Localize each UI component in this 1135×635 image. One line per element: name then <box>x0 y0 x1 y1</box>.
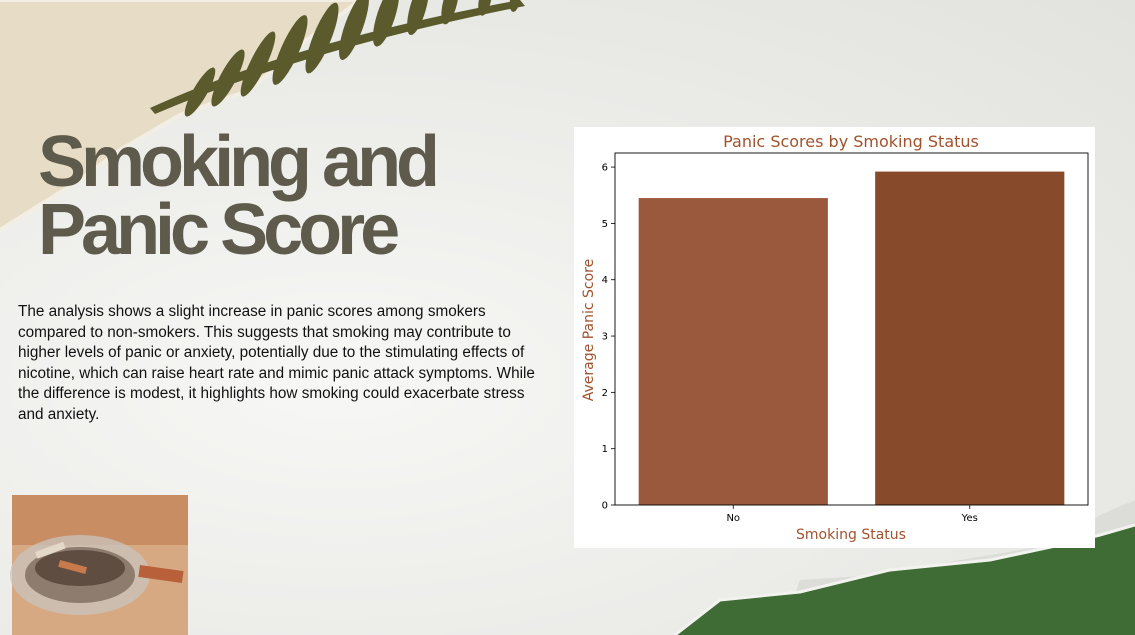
y-tick-label: 6 <box>602 163 608 174</box>
title-line-2: Panic Score <box>38 190 400 270</box>
y-tick-label: 0 <box>602 501 608 512</box>
chart-title: Panic Scores by Smoking Status <box>723 132 979 151</box>
bar-chart: Panic Scores by Smoking Status Average P… <box>581 132 1089 543</box>
bar-yes <box>875 171 1065 505</box>
chart-panel: Panic Scores by Smoking Status Average P… <box>574 127 1095 548</box>
y-tick-label: 3 <box>602 332 608 343</box>
y-tick-label: 4 <box>602 275 608 286</box>
x-tick-label: Yes <box>961 513 978 524</box>
x-tick-label: No <box>726 513 740 524</box>
ashtray-photo <box>10 495 188 635</box>
x-axis-label: Smoking Status <box>796 527 906 543</box>
y-tick-label: 5 <box>602 219 608 230</box>
chart-marks: No Yes 0 1 2 3 4 5 6 <box>602 152 1089 524</box>
bar-no <box>638 198 828 505</box>
y-axis-label: Average Panic Score <box>581 259 597 401</box>
analysis-paragraph: The analysis shows a slight increase in … <box>18 303 535 423</box>
green-paper-scrap <box>675 525 1135 635</box>
title-line-1: Smoking and <box>38 122 440 202</box>
slide-title: Smoking and Panic Score <box>38 122 440 270</box>
fern-leaf-icon <box>150 0 525 117</box>
plot-frame <box>614 152 1089 506</box>
y-tick-label: 1 <box>602 444 608 455</box>
y-tick-label: 2 <box>602 388 608 399</box>
